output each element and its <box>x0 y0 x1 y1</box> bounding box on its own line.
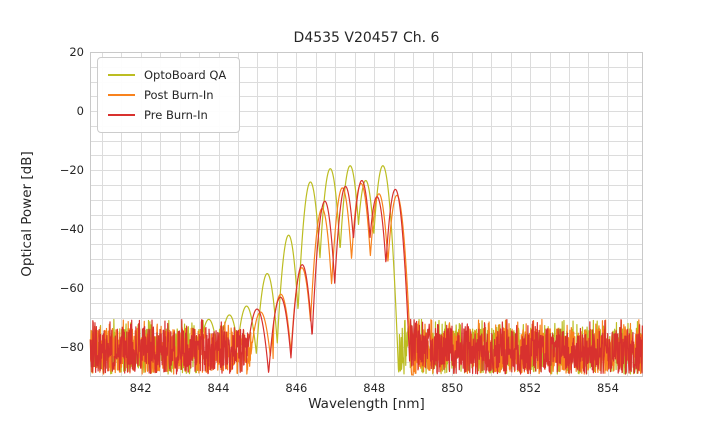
x-tick-label: 850 <box>441 381 464 395</box>
legend-item: Pre Burn-In <box>108 105 226 125</box>
x-tick-label: 842 <box>129 381 152 395</box>
legend-item: OptoBoard QA <box>108 65 226 85</box>
legend-item-label: Post Burn-In <box>144 88 214 102</box>
x-tick-label: 844 <box>207 381 230 395</box>
y-tick-label: 20 <box>69 44 84 59</box>
legend-line-swatch <box>108 74 135 76</box>
legend-line-swatch <box>108 114 135 116</box>
chart-title: D4535 V20457 Ch. 6 <box>293 30 440 46</box>
legend: OptoBoard QA Post Burn-In Pre Burn-In <box>97 57 241 133</box>
x-axis-label: Wavelength [nm] <box>308 396 425 412</box>
x-tick-label: 848 <box>363 381 386 395</box>
legend-item-label: Pre Burn-In <box>144 108 208 122</box>
y-tick-label: −80 <box>59 339 84 354</box>
y-tick-label: 0 <box>76 103 84 118</box>
x-tick-label: 854 <box>596 381 619 395</box>
y-tick-label: −40 <box>59 221 84 236</box>
x-tick-label: 852 <box>519 381 542 395</box>
y-tick-label: −60 <box>59 280 84 295</box>
legend-item-label: OptoBoard QA <box>144 68 227 82</box>
legend-line-swatch <box>108 94 135 96</box>
x-tick-label: 846 <box>285 381 308 395</box>
y-tick-label: −20 <box>59 162 84 177</box>
legend-item: Post Burn-In <box>108 85 226 105</box>
